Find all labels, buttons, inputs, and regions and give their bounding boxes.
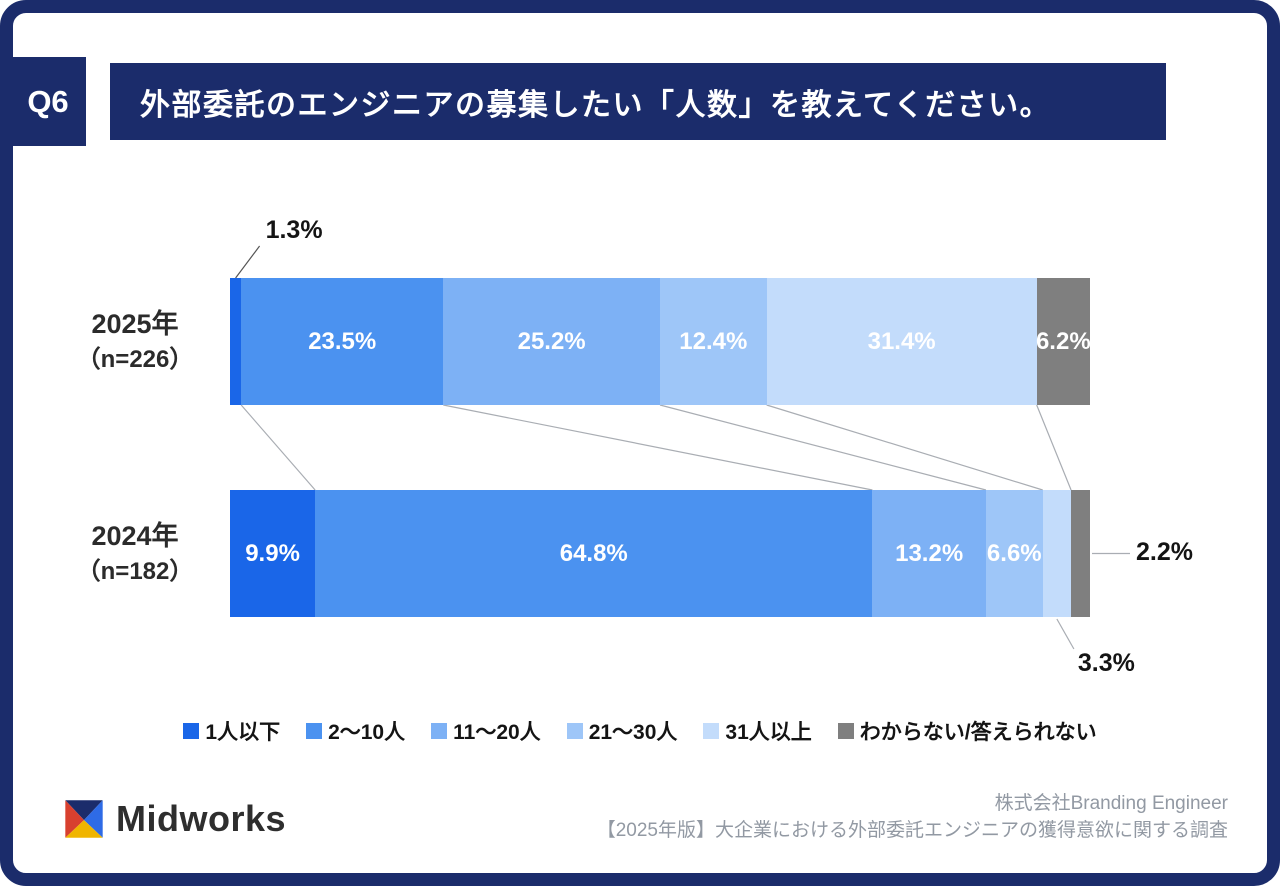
legend-swatch (703, 723, 720, 739)
segment-value-label: 6.2% (1035, 327, 1091, 355)
outside-value-label: 2.2% (1136, 537, 1193, 566)
legend-item: 21〜30人 (566, 716, 678, 746)
midworks-logo-icon (65, 800, 103, 838)
credit-company: 株式会社Branding Engineer (994, 793, 1228, 814)
legend-label: 11〜20人 (453, 721, 541, 744)
legend-label: 21〜30人 (588, 721, 678, 744)
bar-segment: 64.8% (315, 490, 873, 617)
legend-item: 11〜20人 (431, 716, 541, 746)
brand-lockup: Midworks (62, 797, 286, 841)
question-title: 外部委託のエンジニアの募集したい「人数」を教えてください。 (140, 88, 1052, 122)
legend-label: 31人以上 (725, 721, 812, 744)
bar-segment: 6.2% (1035, 278, 1091, 405)
legend-label: わからない/答えられない (859, 721, 1097, 744)
row-n-label: （n=182） (76, 557, 194, 585)
brand-name: Midworks (116, 798, 287, 839)
legend-swatch (566, 723, 583, 739)
stacked-bar-row: 23.5% 25.2% 12.4% 31.4% 6.2% (230, 278, 1091, 405)
stacked-bar-row: 9.9% 64.8% 13.2% 6.6% (230, 490, 1090, 617)
survey-credit: 株式会社Branding Engineer 【2025年版】大企業における外部委… (597, 790, 1228, 844)
segment-value-label: 6.6% (986, 539, 1042, 567)
question-title-bar: 外部委託のエンジニアの募集したい「人数」を教えてください。 (110, 63, 1166, 140)
segment-value-label: 64.8% (559, 539, 628, 567)
segment-value-label: 31.4% (867, 327, 936, 355)
segment-value-label: 13.2% (895, 539, 964, 567)
question-number-badge: Q6 (10, 57, 86, 146)
segment-value-label: 25.2% (517, 327, 586, 355)
bar-segment: 23.5% (241, 278, 444, 405)
question-number: Q6 (27, 83, 69, 119)
credit-survey-title: 【2025年版】大企業における外部委託エンジニアの獲得意欲に関する調査 (596, 820, 1228, 841)
bar-segment: 6.6% (985, 490, 1043, 617)
legend-label: 1人以下 (205, 721, 281, 744)
bar-segment: 31.4% (766, 278, 1037, 405)
bar-segment (1071, 490, 1090, 617)
legend-item: わからない/答えられない (837, 716, 1097, 746)
legend-item: 31人以上 (703, 716, 812, 746)
row-n-label: （n=226） (76, 345, 194, 373)
legend-swatch (306, 723, 323, 739)
legend-swatch (837, 723, 854, 739)
chart-legend: 1人以下 2〜10人 11〜20人 21〜30人 31人以上 わからない/答えられない (0, 716, 1280, 746)
legend-item: 2〜10人 (306, 716, 405, 746)
bar-segment: 12.4% (659, 278, 767, 405)
segment-value-label: 12.4% (679, 327, 748, 355)
outside-value-label: 3.3% (1077, 649, 1135, 677)
legend-item: 1人以下 (183, 716, 280, 746)
legend-swatch (183, 723, 200, 739)
bar-segment: 9.9% (230, 490, 316, 617)
bar-segment (230, 278, 242, 405)
bar-segment: 25.2% (443, 278, 660, 405)
bar-row-label: 2024年 （n=182） (50, 518, 220, 590)
row-year-label: 2024年 (91, 520, 179, 551)
legend-swatch (431, 723, 448, 739)
segment-value-label: 23.5% (308, 327, 377, 355)
row-year-label: 2025年 (91, 308, 179, 339)
legend-label: 2〜10人 (328, 721, 406, 744)
segment-value-label: 9.9% (245, 539, 300, 567)
outside-value-label: 1.3% (265, 216, 323, 244)
bar-segment: 13.2% (872, 490, 986, 617)
bar-segment (1042, 490, 1072, 617)
bar-row-label: 2025年 （n=226） (50, 306, 220, 378)
